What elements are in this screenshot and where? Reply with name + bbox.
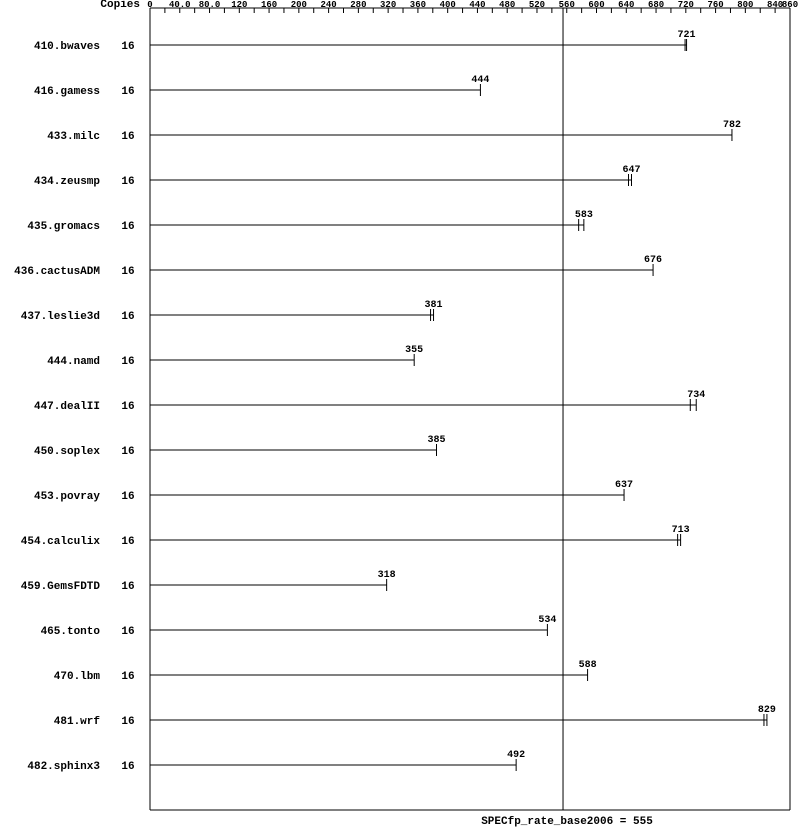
benchmark-value-label: 637	[615, 480, 633, 491]
copies-value: 16	[121, 41, 134, 53]
copies-header: Copies	[100, 0, 140, 11]
benchmark-value-label: 492	[507, 750, 525, 761]
benchmark-value-label: 782	[723, 120, 741, 131]
reference-label: SPECfp_rate_base2006 = 555	[481, 816, 653, 828]
benchmark-value-label: 381	[425, 300, 443, 311]
axis-tick-label: 720	[678, 0, 694, 10]
spec-rate-chart: 0 40.0 80.0 120 160 200 240 280 320 360 400 440 480 5…	[0, 0, 799, 831]
copies-value: 16	[121, 581, 134, 593]
axis-tick-label: 520	[529, 0, 545, 10]
copies-value: 16	[121, 176, 134, 188]
benchmark-value-label: 647	[622, 165, 640, 176]
benchmark-value-label: 588	[579, 660, 597, 671]
axis-tick-label: 240	[321, 0, 337, 10]
axis-tick-label: 480	[499, 0, 515, 10]
benchmark-value-label: 444	[471, 75, 489, 86]
axis-tick-label: 640	[618, 0, 634, 10]
benchmark-label: 444.namd	[47, 356, 100, 368]
axis-tick-label: 600	[588, 0, 604, 10]
benchmark-value-label: 318	[378, 570, 396, 581]
copies-value: 16	[121, 761, 134, 773]
benchmark-label: 433.milc	[47, 131, 100, 143]
copies-value: 16	[121, 626, 134, 638]
axis-tick-label: 120	[231, 0, 247, 10]
benchmark-value-label: 676	[644, 255, 662, 266]
axis-tick-label: 80.0	[199, 0, 221, 10]
benchmark-label: 416.gamess	[34, 86, 100, 98]
copies-value: 16	[121, 86, 134, 98]
axis-tick-label: 0	[147, 0, 152, 10]
axis-tick-label: 440	[469, 0, 485, 10]
axis-tick-label: 360	[410, 0, 426, 10]
benchmark-label: 435.gromacs	[27, 221, 100, 233]
benchmark-value-label: 534	[538, 615, 556, 626]
benchmark-label: 410.bwaves	[34, 41, 100, 53]
chart-background	[0, 0, 799, 831]
axis-tick-label: 200	[291, 0, 307, 10]
copies-value: 16	[121, 716, 134, 728]
benchmark-value-label: 355	[405, 345, 423, 356]
benchmark-label: 470.lbm	[54, 671, 101, 683]
benchmark-label: 481.wrf	[54, 716, 101, 728]
copies-value: 16	[121, 671, 134, 683]
axis-tick-label: 320	[380, 0, 396, 10]
copies-value: 16	[121, 446, 134, 458]
copies-value: 16	[121, 536, 134, 548]
benchmark-value-label: 583	[575, 210, 593, 221]
benchmark-label: 437.leslie3d	[21, 311, 100, 323]
axis-tick-label: 560	[559, 0, 575, 10]
benchmark-label: 447.dealII	[34, 401, 100, 413]
benchmark-label: 482.sphinx3	[27, 761, 100, 773]
axis-tick-label: 860	[782, 0, 798, 10]
benchmark-label: 459.GemsFDTD	[21, 581, 101, 593]
copies-value: 16	[121, 491, 134, 503]
benchmark-value-label: 721	[678, 30, 696, 41]
benchmark-label: 465.tonto	[41, 626, 101, 638]
benchmark-label: 453.povray	[34, 491, 100, 503]
axis-tick-label: 800	[737, 0, 753, 10]
copies-value: 16	[121, 356, 134, 368]
benchmark-value-label: 713	[672, 525, 690, 536]
copies-value: 16	[121, 131, 134, 143]
benchmark-label: 436.cactusADM	[14, 266, 100, 278]
axis-tick-label: 760	[707, 0, 723, 10]
benchmark-value-label: 829	[758, 705, 776, 716]
copies-value: 16	[121, 221, 134, 233]
benchmark-label: 454.calculix	[21, 536, 101, 548]
benchmark-value-label: 734	[687, 390, 705, 401]
axis-tick-label: 840	[767, 0, 783, 10]
benchmark-label: 450.soplex	[34, 446, 100, 458]
axis-tick-label: 40.0	[169, 0, 191, 10]
axis-tick-label: 280	[350, 0, 366, 10]
benchmark-value-label: 385	[428, 435, 446, 446]
axis-tick-label: 400	[440, 0, 456, 10]
benchmark-label: 434.zeusmp	[34, 176, 100, 188]
copies-value: 16	[121, 311, 134, 323]
axis-tick-label: 680	[648, 0, 664, 10]
copies-value: 16	[121, 266, 134, 278]
axis-tick-label: 160	[261, 0, 277, 10]
copies-value: 16	[121, 401, 134, 413]
